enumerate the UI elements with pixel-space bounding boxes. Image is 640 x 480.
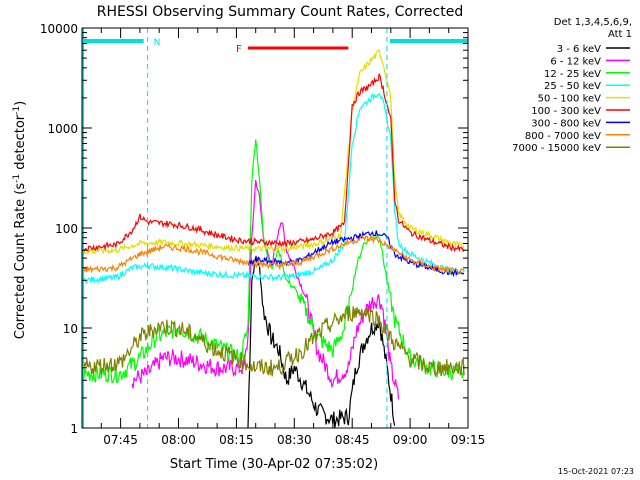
legend-label-3: 25 - 50 keV xyxy=(544,81,601,92)
legend-label-7: 800 - 7000 keV xyxy=(525,131,601,142)
y-tick-label-1: 10 xyxy=(63,322,78,336)
y-tick-label-0: 1 xyxy=(70,422,78,436)
flare-label: F xyxy=(236,44,242,55)
series-line-0 xyxy=(247,255,396,429)
legend-label-1: 6 - 12 keV xyxy=(550,56,601,67)
legend-label-2: 12 - 25 keV xyxy=(544,69,601,80)
series-line-2 xyxy=(81,139,465,384)
night-label: N xyxy=(154,38,161,48)
plot-area: NF xyxy=(81,28,469,429)
y-axis-title-exp2: -1 xyxy=(12,106,22,115)
legend-label-6: 300 - 800 keV xyxy=(531,118,601,129)
y-tick-label-3: 1000 xyxy=(47,122,78,136)
x-tick-label-6: 09:15 xyxy=(451,433,486,447)
y-tick-label-4: 10000 xyxy=(40,22,78,36)
y-axis-title-end: ) xyxy=(13,101,28,106)
legend-label-0: 3 - 6 keV xyxy=(557,44,601,55)
generation-timestamp: 15-Oct-2021 07:23 xyxy=(558,467,634,476)
y-tick-label-2: 100 xyxy=(55,222,78,236)
x-axis-title: Start Time (30-Apr-02 07:35:02) xyxy=(170,457,378,472)
series-line-7 xyxy=(81,234,465,275)
x-tick-label-4: 08:45 xyxy=(335,433,370,447)
legend-label-5: 100 - 300 keV xyxy=(531,106,601,117)
y-axis-title: Corrected Count Rate (s-1 detector-1) xyxy=(12,101,28,339)
series-line-8 xyxy=(81,305,465,377)
y-axis-title-mid: detector xyxy=(13,114,28,174)
x-tick-label-5: 09:00 xyxy=(393,433,428,447)
x-tick-label-1: 08:00 xyxy=(161,433,196,447)
x-tick-label-2: 08:15 xyxy=(219,433,254,447)
x-tick-label-3: 08:30 xyxy=(277,433,312,447)
x-tick-label-0: 07:45 xyxy=(103,433,138,447)
y-axis-title-main: Corrected Count Rate (s xyxy=(13,183,28,340)
legend-label-4: 50 - 100 keV xyxy=(538,94,602,105)
axes: 1 10 100 1000 10000 07:45 08:00 08:15 08:30 08:45… xyxy=(40,22,485,447)
legend-label-8: 7000 - 15000 keV xyxy=(512,143,601,154)
series-line-5 xyxy=(81,73,465,254)
series-line-3 xyxy=(81,92,465,284)
chart-title: RHESSI Observing Summary Count Rates, Co… xyxy=(97,4,463,20)
legend-header-1: Att 1 xyxy=(608,29,632,40)
y-axis-title-exp1: -1 xyxy=(12,174,22,183)
series-line-4 xyxy=(81,48,465,255)
legend-header-0: Det 1,3,4,5,6,9, xyxy=(554,17,632,28)
